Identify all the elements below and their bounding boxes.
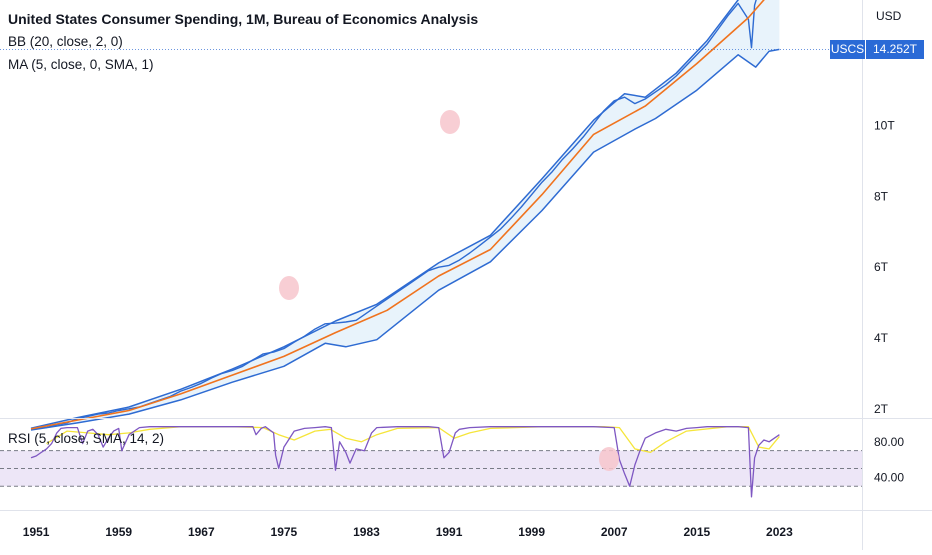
time-tick-label: 1999 xyxy=(518,525,545,539)
time-tick-label: 1991 xyxy=(436,525,463,539)
chart-title: United States Consumer Spending, 1M, Bur… xyxy=(8,11,479,27)
price-tick-label: 4T xyxy=(874,331,889,345)
series-bb-lower xyxy=(30,48,780,431)
time-tick-label: 2023 xyxy=(766,525,793,539)
rsi-tick-label: 80.00 xyxy=(874,435,904,449)
time-tick-label: 1983 xyxy=(353,525,380,539)
price-tick-label: 8T xyxy=(874,189,889,203)
price-tick-label: 6T xyxy=(874,260,889,274)
bollinger-legend[interactable]: BB (20, close, 2, 0) xyxy=(8,34,123,49)
rsi-legend[interactable]: RSI (5, close, SMA, 14, 2) xyxy=(8,431,165,446)
series-rsi xyxy=(30,426,780,498)
moving-average-legend[interactable]: MA (5, close, 0, SMA, 1) xyxy=(8,57,154,72)
highlight-marker xyxy=(279,276,299,300)
currency-label: USD xyxy=(876,9,902,23)
highlight-marker xyxy=(599,447,619,471)
time-tick-label: 1959 xyxy=(105,525,132,539)
last-value-badge: 14.252T xyxy=(866,40,924,59)
time-tick-label: 1967 xyxy=(188,525,215,539)
time-tick-label: 1975 xyxy=(271,525,298,539)
time-tick-label: 1951 xyxy=(23,525,50,539)
time-tick-label: 2007 xyxy=(601,525,628,539)
symbol-badge: USCS xyxy=(830,40,865,59)
series-rsi-ma xyxy=(46,426,780,454)
rsi-tick-label: 40.00 xyxy=(874,470,904,484)
time-tick-label: 2015 xyxy=(683,525,710,539)
series-ma xyxy=(30,0,765,430)
price-tick-label: 2T xyxy=(874,402,889,416)
price-tick-label: 10T xyxy=(874,119,895,133)
highlight-marker xyxy=(440,110,460,134)
series-bb-upper xyxy=(30,0,740,429)
